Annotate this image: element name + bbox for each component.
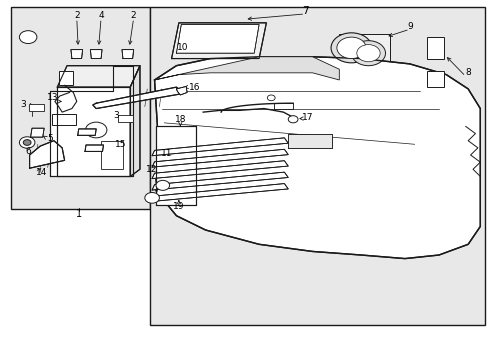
Text: 3: 3 [20, 100, 26, 109]
Polygon shape [152, 138, 287, 156]
Circle shape [156, 180, 169, 190]
Circle shape [267, 95, 275, 101]
Text: 2: 2 [74, 11, 80, 20]
Polygon shape [154, 57, 479, 258]
Text: 15: 15 [115, 140, 126, 149]
Text: 3: 3 [114, 111, 119, 120]
Polygon shape [176, 86, 187, 95]
Text: 7: 7 [302, 6, 308, 17]
Text: 10: 10 [176, 43, 187, 52]
Circle shape [351, 41, 385, 66]
Polygon shape [30, 128, 44, 137]
Bar [101, 141, 122, 169]
Polygon shape [85, 145, 103, 152]
Bar [339, 33, 389, 69]
Circle shape [85, 122, 107, 138]
Polygon shape [152, 172, 287, 190]
Polygon shape [152, 161, 287, 179]
Polygon shape [154, 57, 339, 80]
Polygon shape [171, 23, 266, 59]
Polygon shape [273, 103, 292, 109]
Polygon shape [30, 141, 64, 168]
Circle shape [356, 45, 379, 62]
Text: 1: 1 [76, 209, 82, 219]
Polygon shape [152, 149, 287, 167]
Bar [426, 37, 443, 59]
Text: 9: 9 [406, 22, 412, 31]
Text: 18: 18 [174, 115, 186, 124]
Polygon shape [156, 126, 196, 205]
Polygon shape [176, 24, 259, 53]
Polygon shape [78, 129, 96, 135]
Circle shape [330, 33, 371, 63]
Bar [149, 7, 484, 325]
Text: 12: 12 [146, 166, 158, 175]
Bar [426, 71, 443, 87]
Text: 19: 19 [173, 202, 184, 211]
Text: 5: 5 [47, 134, 53, 143]
Polygon shape [90, 50, 102, 59]
Bar [52, 114, 76, 125]
Circle shape [144, 193, 159, 203]
Bar [118, 115, 132, 122]
Text: 13: 13 [46, 93, 58, 102]
Circle shape [287, 116, 297, 123]
Circle shape [23, 140, 31, 145]
Text: 17: 17 [301, 113, 313, 122]
Text: 6: 6 [25, 147, 31, 156]
Polygon shape [71, 50, 82, 59]
Polygon shape [152, 184, 287, 202]
Text: 11: 11 [161, 149, 172, 158]
Text: 8: 8 [465, 68, 470, 77]
Polygon shape [93, 87, 181, 109]
Bar [11, 7, 149, 208]
Circle shape [336, 37, 366, 59]
Polygon shape [122, 50, 133, 59]
Text: 16: 16 [188, 83, 200, 92]
Bar [59, 71, 73, 85]
Polygon shape [287, 134, 331, 148]
Circle shape [20, 31, 37, 44]
Polygon shape [57, 87, 130, 176]
Polygon shape [50, 66, 132, 176]
Text: 14: 14 [36, 168, 47, 177]
Polygon shape [57, 66, 140, 87]
Bar [29, 104, 43, 111]
Circle shape [20, 137, 35, 148]
Text: 2: 2 [131, 11, 136, 20]
Polygon shape [130, 66, 140, 176]
Text: 4: 4 [98, 11, 103, 20]
